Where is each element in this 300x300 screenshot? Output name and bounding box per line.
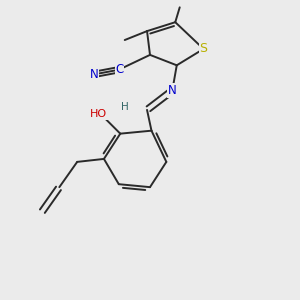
Text: N: N xyxy=(90,68,99,81)
Text: C: C xyxy=(115,63,124,76)
Text: S: S xyxy=(200,42,208,56)
Text: HO: HO xyxy=(90,109,107,119)
Text: H: H xyxy=(121,102,129,112)
Text: N: N xyxy=(168,84,177,97)
